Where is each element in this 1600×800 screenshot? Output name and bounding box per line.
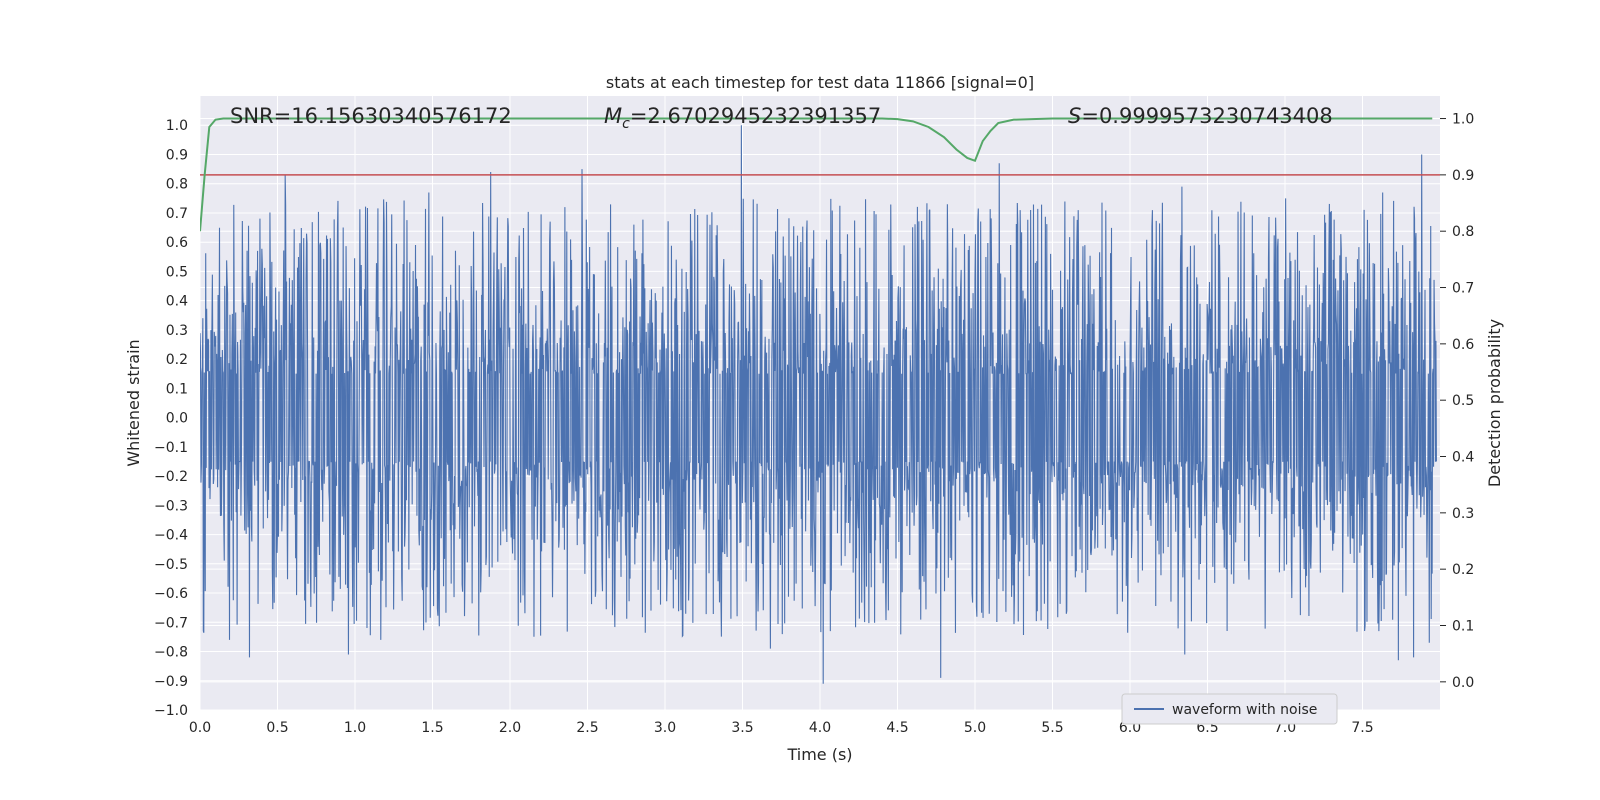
x-tick-label: 2.0: [499, 720, 521, 736]
s-value: =0.9999573230743408: [1081, 104, 1332, 128]
y-tick-label: 0.5: [166, 264, 188, 280]
y2-tick-label: 0.2: [1452, 562, 1474, 578]
probability-line: [200, 117, 1433, 232]
y-tick-label: −0.2: [154, 469, 188, 485]
y-tick-label: 0.3: [166, 323, 188, 339]
y2-ticks: 0.0 0.1 0.2 0.3 0.4 0.5 0.6 0.7 0.8 0.9 1.0: [1440, 112, 1474, 691]
y2-tick-label: 0.1: [1452, 619, 1474, 635]
chirp-mass-symbol: M: [604, 104, 622, 128]
y-tick-label: 0.4: [166, 294, 188, 310]
y-tick-label: −0.7: [154, 615, 188, 631]
y2-tick-label: 0.0: [1452, 675, 1474, 691]
x-tick-label: 1.5: [421, 720, 443, 736]
y-tick-label: 0.8: [166, 177, 188, 193]
y-tick-label: 0.1: [166, 381, 188, 397]
series-layer: [200, 117, 1440, 684]
legend: waveform with noise: [1121, 693, 1338, 725]
x-tick-label: 2.5: [576, 720, 598, 736]
y-tick-label: 0.2: [166, 352, 188, 368]
x-tick-label: 7.5: [1351, 720, 1373, 736]
chirp-mass-value: =2.6702945232391357: [630, 104, 881, 128]
y-tick-label: 0.0: [166, 411, 188, 427]
y-tick-label: −0.3: [154, 498, 188, 514]
y2-tick-label: 0.7: [1452, 281, 1474, 297]
x-axis-title: Time (s): [786, 745, 852, 764]
y-tick-label: −0.5: [154, 557, 188, 573]
y-tick-label: 1.0: [166, 118, 188, 134]
chirp-mass-subscript: c: [622, 116, 630, 132]
snr-annotation: SNR=16.15630340576172: [230, 104, 512, 128]
y-tick-label: −0.6: [154, 586, 188, 602]
y-tick-label: −0.9: [154, 674, 188, 690]
y2-axis-title: Detection probability: [1485, 319, 1504, 487]
chirp-mass-annotation: Mc=2.6702945232391357: [604, 104, 881, 132]
x-tick-label: 4.0: [809, 720, 831, 736]
x-tick-label: 0.5: [266, 720, 288, 736]
y-tick-label: −0.4: [154, 528, 188, 544]
s-annotation: S=0.9999573230743408: [1068, 104, 1333, 128]
y2-tick-label: 0.4: [1452, 450, 1474, 466]
x-tick-label: 5.0: [964, 720, 986, 736]
x-tick-label: 3.0: [654, 720, 676, 736]
y-ticks: −1.0 −0.9 −0.8 −0.7 −0.6 −0.5 −0.4 −0.3 −0.2 −0.1…: [154, 118, 188, 719]
legend-label: waveform with noise: [1172, 702, 1317, 718]
x-tick-label: 5.5: [1041, 720, 1063, 736]
y-tick-label: 0.7: [166, 206, 188, 222]
s-symbol: S: [1068, 104, 1081, 128]
y2-tick-label: 0.5: [1452, 393, 1474, 409]
y2-tick-label: 0.8: [1452, 224, 1474, 240]
waveform-line: [200, 125, 1437, 684]
y-tick-label: −0.1: [154, 440, 188, 456]
y-tick-label: −1.0: [154, 703, 188, 719]
y2-tick-label: 1.0: [1452, 112, 1474, 128]
legend-box: [1121, 693, 1338, 725]
x-tick-label: 4.5: [886, 720, 908, 736]
y-tick-label: −0.8: [154, 645, 188, 661]
y2-tick-label: 0.6: [1452, 337, 1474, 353]
chart-title: stats at each timestep for test data 118…: [606, 73, 1034, 92]
y2-tick-label: 0.3: [1452, 506, 1474, 522]
x-tick-label: 3.5: [731, 720, 753, 736]
x-tick-label: 0.0: [189, 720, 211, 736]
x-tick-label: 1.0: [344, 720, 366, 736]
y-tick-label: 0.6: [166, 235, 188, 251]
y-axis-title: Whitened strain: [124, 339, 143, 466]
y-tick-label: 0.9: [166, 147, 188, 163]
y2-tick-label: 0.9: [1452, 168, 1474, 184]
